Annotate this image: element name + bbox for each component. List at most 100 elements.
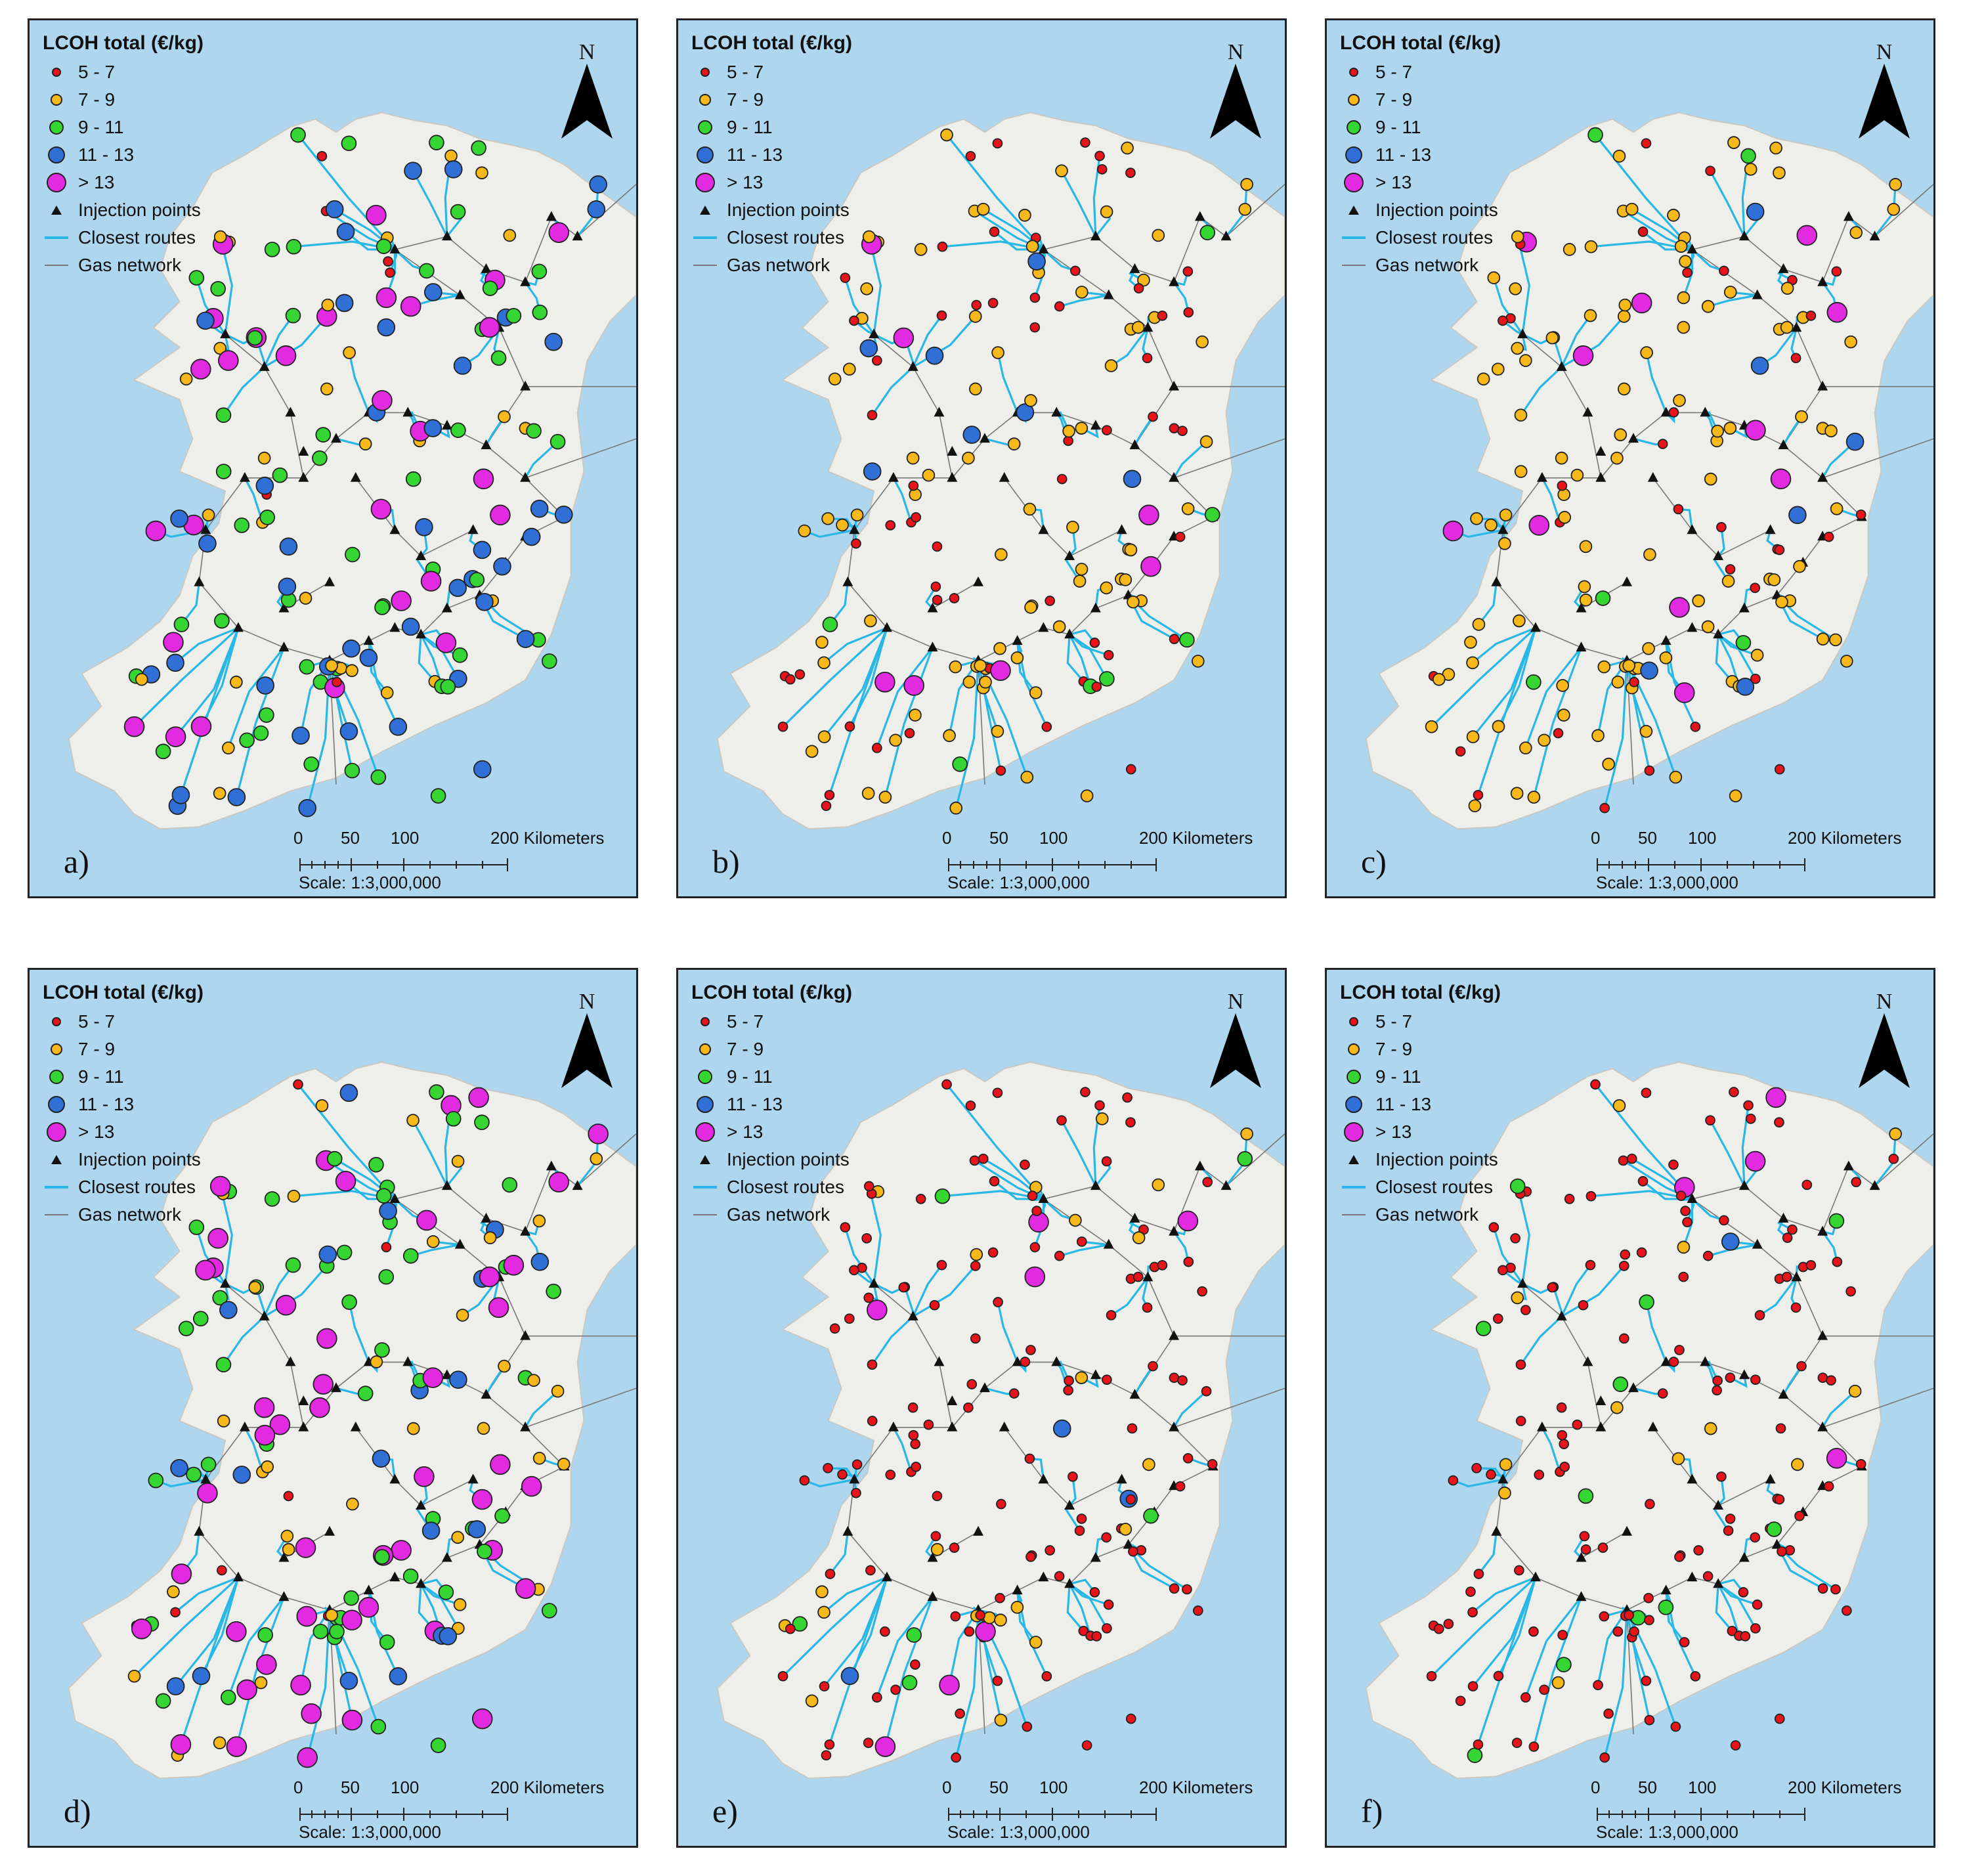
site-marker	[993, 642, 1006, 655]
site-marker	[1132, 1271, 1144, 1282]
injection-point	[520, 1225, 531, 1236]
legend-item-class: 9 - 11	[1340, 114, 1501, 141]
site-marker	[257, 451, 271, 465]
legend-item-class: 7 - 9	[691, 1036, 852, 1063]
site-marker	[1669, 770, 1683, 784]
injection-point	[572, 230, 583, 241]
site-marker	[1774, 544, 1785, 556]
site-marker	[1545, 331, 1559, 345]
injection-point	[888, 471, 899, 482]
injection-point	[331, 1382, 341, 1393]
site-marker	[1740, 148, 1756, 164]
site-marker	[286, 238, 302, 255]
site-marker	[1125, 167, 1136, 179]
legend-classes: 5 - 7 7 - 9 9 - 11 11 - 13 > 13	[691, 58, 852, 196]
north-label: N	[1227, 990, 1244, 1014]
closest-route-line	[1645, 352, 1668, 414]
legend-item-class: 5 - 7	[43, 58, 204, 86]
injection-point	[298, 1395, 309, 1406]
site-marker	[1068, 1471, 1078, 1482]
closest-route-line	[1520, 366, 1563, 416]
site-marker	[993, 1297, 1003, 1307]
site-marker	[345, 546, 360, 563]
site-marker	[1889, 1127, 1902, 1141]
site-marker	[1629, 676, 1639, 687]
injection-point	[1738, 1180, 1750, 1190]
site-marker	[135, 672, 148, 686]
closest-route-line	[420, 1583, 461, 1606]
site-marker	[1487, 271, 1501, 284]
injection-point	[546, 211, 557, 221]
circle-icon	[1348, 1043, 1360, 1055]
site-marker	[995, 765, 1006, 776]
site-marker	[1693, 1545, 1704, 1556]
injection-point	[1536, 1421, 1547, 1431]
site-marker	[1152, 1178, 1165, 1192]
site-marker	[871, 1692, 882, 1703]
injection-point	[298, 1421, 309, 1431]
north-label: N	[1876, 40, 1893, 64]
site-marker	[192, 1311, 209, 1327]
site-marker	[406, 1114, 420, 1127]
injection-point	[520, 1421, 531, 1431]
scale-tick-label: 0	[293, 828, 303, 848]
closest-route-line	[997, 352, 1019, 414]
closest-route-line	[1478, 1531, 1498, 1575]
site-marker	[1101, 1156, 1112, 1167]
site-marker	[1467, 1607, 1478, 1618]
site-marker	[1705, 165, 1715, 177]
site-marker	[969, 1155, 980, 1166]
legend-label: > 13	[78, 1122, 115, 1142]
site-marker	[372, 390, 393, 411]
site-marker	[1056, 1115, 1067, 1126]
site-marker	[207, 1227, 228, 1249]
injection-point	[1778, 1389, 1789, 1399]
gas-network-line	[525, 438, 636, 479]
triangle-icon	[700, 206, 710, 215]
legend-label: Gas network	[727, 255, 830, 275]
legend-title: LCOH total (€/kg)	[43, 32, 204, 54]
site-marker	[451, 1154, 465, 1168]
site-marker	[254, 1676, 268, 1690]
site-marker	[949, 660, 962, 674]
closest-route-line	[1524, 647, 1582, 749]
injection-point	[947, 1395, 958, 1406]
site-marker	[321, 298, 335, 312]
injection-point	[927, 1591, 938, 1602]
site-marker	[955, 1708, 965, 1719]
closest-route-line	[297, 1083, 396, 1200]
injection-point	[1517, 1278, 1528, 1288]
land-ireland	[716, 112, 1285, 830]
closest-route-line	[1709, 1120, 1746, 1187]
site-marker	[336, 1244, 353, 1261]
site-marker	[1639, 724, 1653, 738]
site-marker	[541, 653, 557, 669]
legend-item-class: 7 - 9	[691, 86, 852, 114]
site-marker	[1754, 1310, 1765, 1320]
closest-route-line	[235, 1596, 285, 1747]
site-marker	[1743, 1100, 1754, 1111]
site-marker	[1844, 335, 1857, 349]
site-marker	[996, 1498, 1006, 1510]
site-marker	[1492, 1313, 1503, 1324]
site-marker	[295, 1537, 316, 1558]
site-marker	[473, 540, 492, 559]
site-marker	[1782, 1232, 1793, 1243]
site-marker	[186, 1466, 202, 1483]
site-marker	[863, 462, 882, 481]
gas-network-line	[1874, 1133, 1933, 1187]
closest-route-line	[1709, 170, 1746, 237]
injection-point	[1817, 1225, 1828, 1236]
injection-point	[1595, 471, 1607, 482]
site-marker	[1182, 1452, 1194, 1464]
site-marker	[217, 1414, 230, 1428]
circle-icon	[701, 68, 710, 77]
site-marker	[1237, 1150, 1253, 1167]
circle-icon	[698, 1070, 712, 1084]
north-arrow: N	[1855, 40, 1914, 152]
closest-route-line	[200, 627, 240, 728]
closest-route-line	[1066, 1584, 1085, 1632]
site-marker	[213, 230, 227, 244]
closest-route-line	[1472, 1576, 1536, 1613]
site-marker	[1599, 802, 1610, 814]
